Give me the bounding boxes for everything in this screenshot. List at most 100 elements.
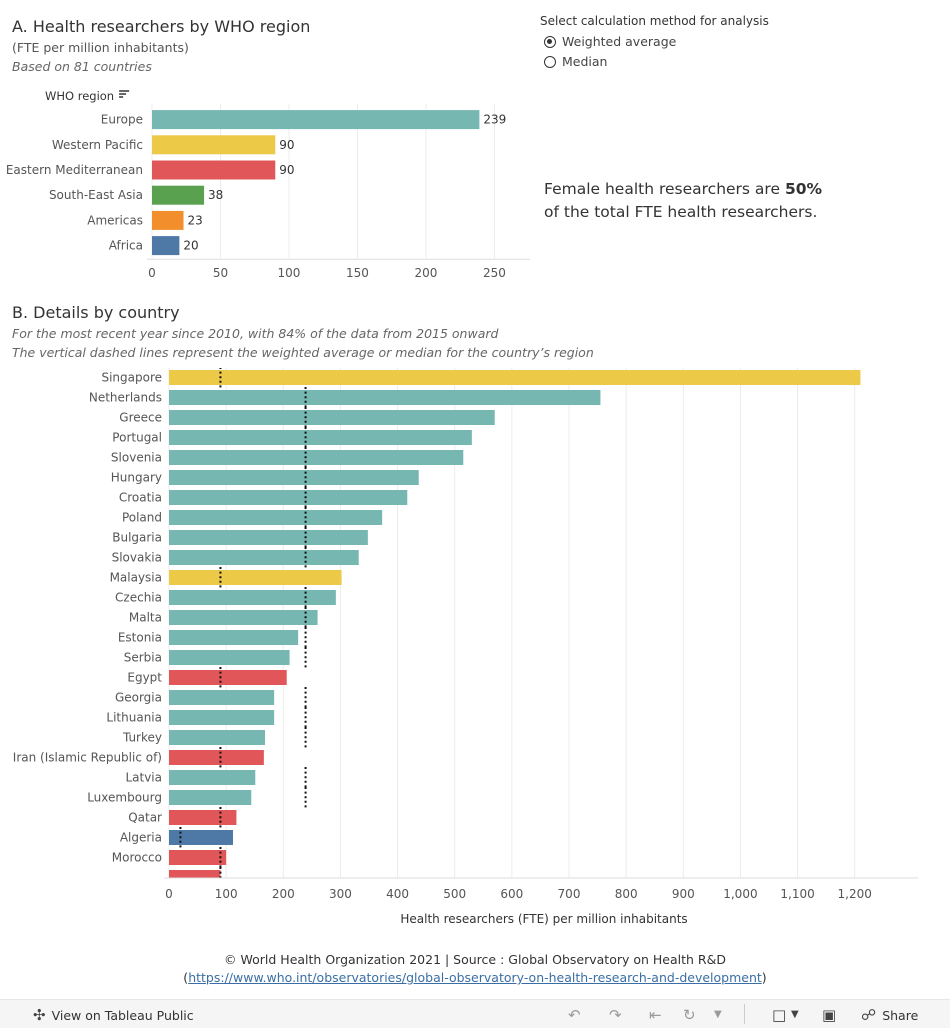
download-icon[interactable]: □ xyxy=(772,1006,787,1024)
section-b-title: B. Details by country xyxy=(12,303,180,322)
country-label-algeria: Algeria xyxy=(120,831,162,845)
country-label-egypt: Egypt xyxy=(127,671,162,685)
download-dropdown-icon[interactable]: ▼ xyxy=(791,1009,799,1020)
x-tick-label: 1,200 xyxy=(838,887,872,901)
country-label-georgia: Georgia xyxy=(115,691,162,705)
x-tick-label: 400 xyxy=(386,887,409,901)
bar-greece[interactable] xyxy=(169,410,495,425)
radio-label: Median xyxy=(562,54,608,69)
radio-selected-icon[interactable] xyxy=(544,35,556,48)
bar-hungary[interactable] xyxy=(169,470,419,485)
bar-americas[interactable] xyxy=(152,210,184,230)
country-label-singapore: Singapore xyxy=(101,371,162,385)
footer-credit: © World Health Organization 2021 | Sourc… xyxy=(224,952,726,967)
section-a-note: Based on 81 countries xyxy=(12,59,152,74)
region-label-south-east-asia: South-East Asia xyxy=(49,188,143,202)
country-label-poland: Poland xyxy=(122,511,162,525)
bar-slovenia[interactable] xyxy=(169,450,464,465)
share-icon: ☍ xyxy=(861,1006,877,1024)
female-share-callout: Female health researchers are 50% of the… xyxy=(544,178,822,224)
bar-slovakia[interactable] xyxy=(169,550,359,565)
refresh-icon[interactable]: ↻ xyxy=(683,1006,696,1024)
tableau-logo-icon: ✣ xyxy=(33,1006,46,1024)
share-label: Share xyxy=(882,1007,919,1023)
view-on-tableau-button[interactable]: ✣ View on Tableau Public xyxy=(33,1006,194,1024)
country-label-bulgaria: Bulgaria xyxy=(112,531,162,545)
bar-eastern-mediterranean[interactable] xyxy=(152,160,276,180)
redo-icon[interactable]: ↷ xyxy=(609,1006,622,1024)
bar-czechia[interactable] xyxy=(169,590,336,605)
data-label-western-pacific: 90 xyxy=(279,138,294,152)
x-tick-label: 50 xyxy=(213,266,228,280)
bar-turkey[interactable] xyxy=(169,730,265,745)
x-axis-title: Health researchers (FTE) per million inh… xyxy=(400,912,687,926)
country-label-malta: Malta xyxy=(129,611,162,625)
country-label-slovakia: Slovakia xyxy=(112,551,162,565)
share-button[interactable]: ☍ Share xyxy=(861,1006,918,1024)
bar-qatar[interactable] xyxy=(169,810,237,825)
section-b-note-1: For the most recent year since 2010, wit… xyxy=(12,326,499,341)
bar-croatia[interactable] xyxy=(169,490,408,505)
x-tick-label: 1,100 xyxy=(780,887,814,901)
bar-portugal[interactable] xyxy=(169,430,472,445)
callout-prefix: Female health researchers are xyxy=(544,180,785,198)
x-tick-label: 700 xyxy=(558,887,581,901)
x-tick-label: 1,000 xyxy=(723,887,757,901)
data-label-south-east-asia: 38 xyxy=(208,188,223,202)
radio-median[interactable]: Median xyxy=(544,54,607,69)
region-bar-chart: WHO region 0 50 100 150 200 250 Europe 239 Wester… xyxy=(6,89,530,280)
bar-malaysia[interactable] xyxy=(169,570,342,585)
bar-western-pacific[interactable] xyxy=(152,135,276,155)
bar-luxembourg[interactable] xyxy=(169,790,252,805)
x-tick-label: 150 xyxy=(346,266,369,280)
country-label-luxembourg: Luxembourg xyxy=(87,791,162,805)
bar-egypt[interactable] xyxy=(169,670,287,685)
radio-weighted-average[interactable]: Weighted average xyxy=(544,34,676,49)
footer-paren-open: ( xyxy=(183,970,189,985)
country-bar-chart: Singapore Netherlands Greece Portugal Sloven… xyxy=(13,368,918,926)
data-label-eastern-mediterranean: 90 xyxy=(279,163,294,177)
country-label-czechia: Czechia xyxy=(115,591,162,605)
bar-serbia[interactable] xyxy=(169,650,290,665)
country-label-morocco: Morocco xyxy=(112,851,162,865)
bar-poland[interactable] xyxy=(169,510,383,525)
bar-latvia[interactable] xyxy=(169,770,256,785)
radio-label: Weighted average xyxy=(562,34,677,49)
bar-georgia[interactable] xyxy=(169,690,275,705)
source-link[interactable]: https://www.who.int/observatories/global… xyxy=(188,970,762,985)
x-tick-label: 0 xyxy=(148,266,156,280)
bar-bulgaria[interactable] xyxy=(169,530,368,545)
data-label-africa: 20 xyxy=(183,239,198,253)
bar-iran-islamic-republic-of[interactable] xyxy=(169,750,264,765)
bar-netherlands[interactable] xyxy=(169,390,601,405)
revert-icon[interactable]: ⇤ xyxy=(649,1006,662,1024)
bar-estonia[interactable] xyxy=(169,630,299,645)
region-label-americas: Americas xyxy=(87,213,143,227)
section-a-title: A. Health researchers by WHO region xyxy=(12,17,311,36)
country-label-hungary: Hungary xyxy=(111,471,162,485)
fullscreen-icon[interactable]: ▣ xyxy=(822,1006,837,1024)
bar-europe[interactable] xyxy=(152,110,480,130)
bar-south-east-asia[interactable] xyxy=(152,185,205,205)
undo-icon[interactable]: ↶ xyxy=(568,1006,581,1024)
country-label-turkey: Turkey xyxy=(122,731,162,745)
country-label-slovenia: Slovenia xyxy=(111,451,162,465)
radio-unselected-icon[interactable] xyxy=(544,55,556,68)
bar-morocco[interactable] xyxy=(169,850,227,865)
callout-suffix: of the total FTE health researchers. xyxy=(544,203,818,221)
bar-algeria[interactable] xyxy=(169,830,233,845)
region-label-western-pacific: Western Pacific xyxy=(52,138,143,152)
country-label-netherlands: Netherlands xyxy=(89,391,162,405)
x-tick-label: 0 xyxy=(165,887,173,901)
bar-africa[interactable] xyxy=(152,236,180,256)
country-label-serbia: Serbia xyxy=(124,651,162,665)
x-tick-label: 800 xyxy=(615,887,638,901)
bar-singapore[interactable] xyxy=(169,370,861,385)
section-a-subtitle: (FTE per million inhabitants) xyxy=(12,40,189,55)
refresh-dropdown-icon[interactable]: ▼ xyxy=(714,1009,722,1020)
country-label-malaysia: Malaysia xyxy=(110,571,162,585)
bar-lithuania[interactable] xyxy=(169,710,275,725)
bar-malta[interactable] xyxy=(169,610,318,625)
view-on-tableau-label: View on Tableau Public xyxy=(51,1007,194,1023)
country-label-latvia: Latvia xyxy=(125,771,162,785)
